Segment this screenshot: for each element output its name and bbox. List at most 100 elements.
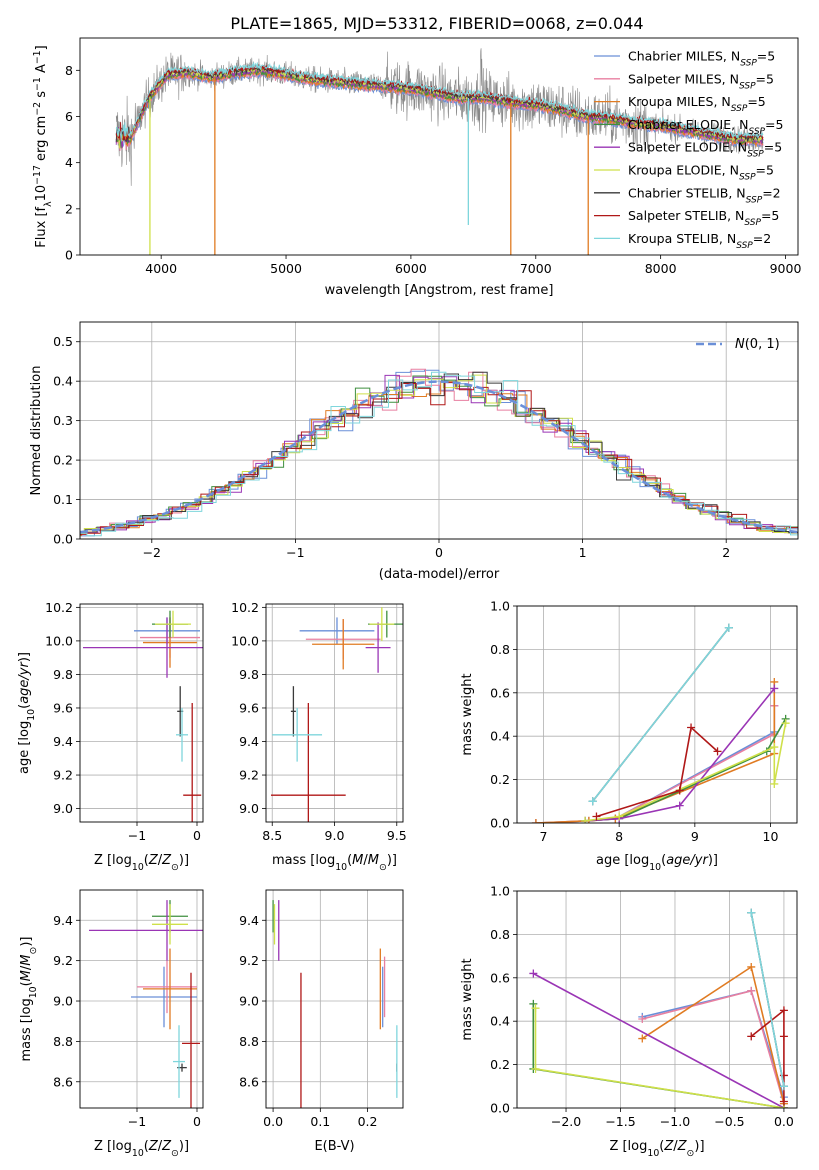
model-spectrum-kroupa-stelib — [115, 62, 764, 142]
y-axis-label: mass weight — [460, 958, 475, 1040]
weight-marker — [747, 986, 756, 995]
y-tick-label: 0.0 — [490, 816, 510, 831]
x-tick-label: 0.1 — [310, 1114, 330, 1129]
panel-mass_vs_ebv: 0.0 0.1 0.2 8.6 8.8 9.0 9.2 9.4 E(B-V) — [239, 889, 404, 1154]
y-tick-label: 9.2 — [239, 768, 259, 783]
panel-spectrum: 4000 5000 6000 7000 8000 9000 0 2 4 6 8 wavelength … — [32, 37, 801, 298]
x-tick-label: −1 — [128, 828, 146, 843]
panel-weight_vs_Z: −2.0 −1.5 −1.0 −0.5 0.0 0.0 0.2 0.4 0.6 0.8 1.0 mas… — [460, 884, 798, 1159]
x-tick-label: 5000 — [270, 261, 302, 276]
y-tick-label: 10.0 — [231, 633, 259, 648]
y-tick-label: 1.0 — [490, 599, 510, 614]
panel-mass_vs_Z: −1 0 8.6 8.8 9.0 9.2 9.4 Z [log10(Z/Z⊙)] mass [l… — [19, 889, 204, 1159]
legend-entry: Salpeter ELODIE, NSSP=5 — [628, 140, 782, 160]
weight-line — [641, 965, 785, 1108]
weight-marker — [531, 1064, 540, 1073]
x-tick-label: 1 — [579, 545, 587, 560]
weight-line — [596, 725, 719, 818]
y-tick-label: 0.4 — [490, 729, 510, 744]
legend-entry: Chabrier STELIB, NSSP=2 — [628, 185, 781, 205]
axes-frame — [79, 603, 204, 823]
weight-marker — [747, 1032, 756, 1041]
y-tick-label: 9.8 — [53, 667, 73, 682]
y-tick-label: 10.0 — [45, 633, 73, 648]
y-tick-label: 0.2 — [53, 453, 73, 468]
y-tick-label: 0.4 — [53, 374, 73, 389]
y-tick-label: 0.2 — [490, 772, 510, 787]
weight-marker — [770, 743, 779, 752]
y-tick-label: 9.4 — [239, 913, 259, 928]
axis-label: mass [log10(M/M⊙)] — [19, 937, 39, 1062]
y-tick-label: 0.2 — [490, 1057, 510, 1072]
axis-label: Z [log10(Z/Z⊙)] — [609, 1139, 704, 1159]
y-tick-label: 0.1 — [53, 492, 73, 507]
weight-line — [642, 989, 785, 1108]
y-tick-label: 8 — [65, 63, 73, 78]
x-tick-label: −2 — [143, 545, 161, 560]
y-axis-label: Normed distribution — [29, 366, 44, 496]
model-spectrum-chabrier-stelib — [115, 64, 764, 143]
weight-marker — [779, 1097, 788, 1106]
x-axis-label: E(B-V) — [314, 1139, 354, 1154]
y-tick-label: 4 — [65, 155, 73, 170]
axes-frame — [265, 889, 404, 1109]
residual-histogram — [80, 382, 798, 535]
y-axis-label: Flux [fλ10−17 erg cm−2 s−1 A−1] — [32, 45, 54, 247]
weight-marker — [675, 801, 684, 810]
y-tick-label: 9.0 — [53, 801, 73, 816]
x-tick-label: −0.5 — [714, 1114, 744, 1129]
x-tick-label: −1.5 — [605, 1114, 635, 1129]
residual-histogram — [80, 381, 798, 536]
weight-marker — [615, 812, 624, 821]
panel-age_vs_Z: −1 0 9.0 9.2 9.4 9.6 9.8 10.0 10.2 Z [log10(Z/Z⊙)… — [17, 600, 204, 873]
axes-frame — [516, 605, 798, 824]
legend-entry: Salpeter STELIB, NSSP=5 — [628, 208, 779, 228]
y-tick-label: 9.6 — [53, 700, 73, 715]
weight-marker — [588, 797, 597, 806]
y-tick-label: 9.2 — [239, 953, 259, 968]
x-tick-label: 0.0 — [774, 1114, 794, 1129]
weight-line — [534, 1008, 785, 1108]
axis-label: mass [log10(M/M⊙)] — [272, 853, 397, 873]
y-tick-label: 0.8 — [490, 642, 510, 657]
weight-marker — [638, 1015, 647, 1024]
x-tick-label: 7 — [540, 829, 548, 844]
y-tick-label: 0.0 — [490, 1101, 510, 1116]
legend-entry: Kroupa MILES, NSSP=5 — [628, 94, 766, 114]
y-tick-label: 0.0 — [53, 532, 73, 547]
weight-marker — [687, 723, 696, 732]
weight-line — [750, 912, 785, 1087]
y-tick-label: 8.6 — [53, 1074, 73, 1089]
plot-area — [272, 900, 398, 1108]
weight-line — [585, 718, 787, 822]
weight-marker — [531, 1004, 540, 1013]
y-tick-label: 9.4 — [53, 913, 73, 928]
y-tick-label: 9.0 — [239, 994, 259, 1009]
x-tick-label: 4000 — [145, 261, 177, 276]
x-tick-label: 0 — [193, 1114, 201, 1129]
y-tick-label: 9.4 — [53, 734, 73, 749]
axes-frame — [79, 37, 799, 256]
y-tick-label: 9.8 — [239, 667, 259, 682]
y-tick-label: 0.6 — [490, 685, 510, 700]
axes-frame — [516, 890, 798, 1109]
y-tick-label: 10.2 — [45, 600, 73, 615]
legend-entry: Kroupa ELODIE, NSSP=5 — [628, 163, 774, 183]
axes-frame — [79, 321, 799, 540]
residual-histogram — [80, 371, 798, 537]
weight-marker — [770, 684, 779, 693]
weight-marker — [529, 999, 538, 1008]
panel-residuals: −2 −1 0 1 2 0.0 0.1 0.2 0.3 0.4 0.5 N(0, 1) (data-mo… — [29, 321, 799, 582]
y-tick-label: 8.6 — [239, 1074, 259, 1089]
weight-marker — [724, 623, 733, 632]
weight-line — [585, 687, 775, 822]
panel-weight_vs_age: 7 8 9 10 0.0 0.2 0.4 0.6 0.8 1.0 mass weight age [l… — [460, 599, 798, 873]
x-tick-label: 8.5 — [262, 828, 282, 843]
weight-marker — [747, 962, 756, 971]
weight-marker — [581, 816, 590, 823]
axis-label: age [log10(age/yr)] — [17, 652, 37, 774]
weight-marker — [713, 747, 722, 756]
